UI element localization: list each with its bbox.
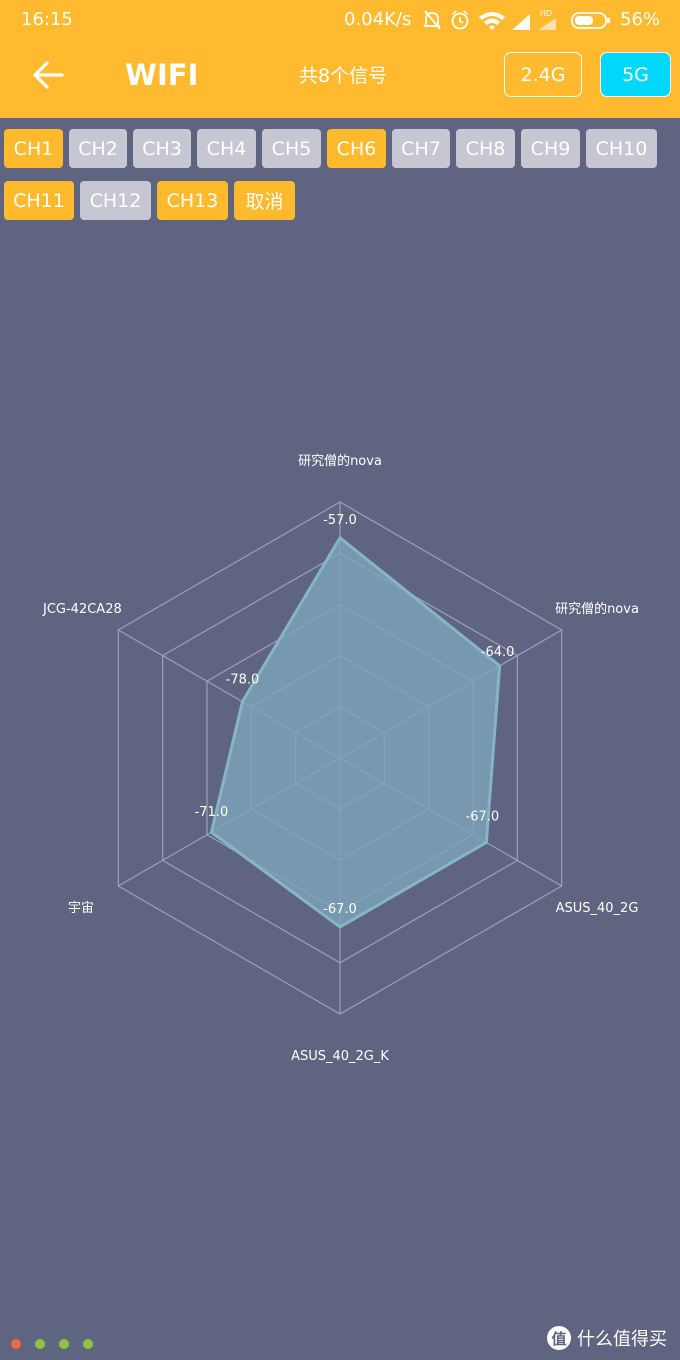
- channel-button-8[interactable]: CH8: [456, 129, 515, 168]
- back-button[interactable]: [28, 56, 68, 96]
- radar-value-label: -64.0: [481, 645, 515, 660]
- channel-button-13[interactable]: CH13: [157, 181, 228, 220]
- wifi-icon: [479, 12, 505, 30]
- channel-button-1[interactable]: CH1: [4, 129, 63, 168]
- alarm-icon: [451, 10, 469, 30]
- radar-axis-label: 研究僧的nova: [555, 601, 639, 617]
- watermark-logo: 值 什么值得买: [547, 1324, 667, 1352]
- radar-value-label: -57.0: [323, 513, 357, 528]
- radar-series-area: [209, 536, 502, 929]
- channel-button-11[interactable]: CH11: [4, 181, 74, 220]
- radar-value-label: -78.0: [226, 673, 260, 688]
- battery-icon: [571, 12, 610, 29]
- band-2g-button[interactable]: 2.4G: [504, 52, 582, 97]
- page-dot: [11, 1339, 21, 1349]
- radar-value-label: -67.0: [323, 902, 357, 917]
- signal-count: 共8个信号: [299, 65, 388, 87]
- cancel-button[interactable]: 取消: [234, 181, 295, 220]
- watermark-badge: 值: [547, 1326, 571, 1350]
- page-dot: [35, 1339, 45, 1349]
- radar-axis-label: ASUS_40_2G_K: [291, 1049, 389, 1064]
- svg-text:HD: HD: [540, 9, 552, 18]
- radar-series: [209, 536, 502, 929]
- radar-labels: -57.0 -64.0 -67.0 -67.0 -71.0 -78.0 研究僧的nova 研究…: [42, 453, 639, 1064]
- channel-button-6[interactable]: CH6: [327, 129, 386, 168]
- radar-axis-label: JCG-42CA28: [42, 602, 122, 617]
- channel-button-10[interactable]: CH10: [586, 129, 657, 168]
- page-dot: [59, 1339, 69, 1349]
- band-5g-button[interactable]: 5G: [600, 52, 671, 97]
- page-title: WIFI: [125, 58, 199, 92]
- status-icons: HD: [424, 9, 610, 30]
- channel-button-7[interactable]: CH7: [392, 129, 450, 168]
- arrow-left-icon: [33, 61, 64, 89]
- channel-button-9[interactable]: CH9: [521, 129, 580, 168]
- mute-bell-icon: [424, 10, 441, 30]
- status-battery-percent: 56%: [620, 9, 661, 30]
- radar-axis-label: 宇宙: [68, 901, 94, 916]
- page-dot: [83, 1339, 93, 1349]
- channel-button-3[interactable]: CH3: [133, 129, 191, 168]
- radar-value-label: -67.0: [466, 809, 500, 824]
- signal-radar-chart: -57.0 -64.0 -67.0 -67.0 -71.0 -78.0 研究僧的nova 研究…: [42, 453, 639, 1064]
- cell-signal-icon: [512, 14, 530, 30]
- radar-axis-label: ASUS_40_2G: [556, 901, 639, 916]
- radar-value-label: -71.0: [195, 805, 229, 820]
- channel-button-4[interactable]: CH4: [197, 129, 256, 168]
- radar-axis-label: 研究僧的nova: [298, 453, 382, 469]
- channel-button-2[interactable]: CH2: [69, 129, 127, 168]
- channel-button-12[interactable]: CH12: [80, 181, 151, 220]
- cell-signal-hd-icon: HD: [538, 9, 556, 30]
- app-header: 16:15 0.04K/s HD 56%: [0, 0, 680, 118]
- watermark-text: 什么值得买: [577, 1329, 667, 1350]
- status-net-speed: 0.04K/s: [344, 9, 412, 30]
- channel-button-5[interactable]: CH5: [262, 129, 321, 168]
- status-time: 16:15: [21, 9, 73, 30]
